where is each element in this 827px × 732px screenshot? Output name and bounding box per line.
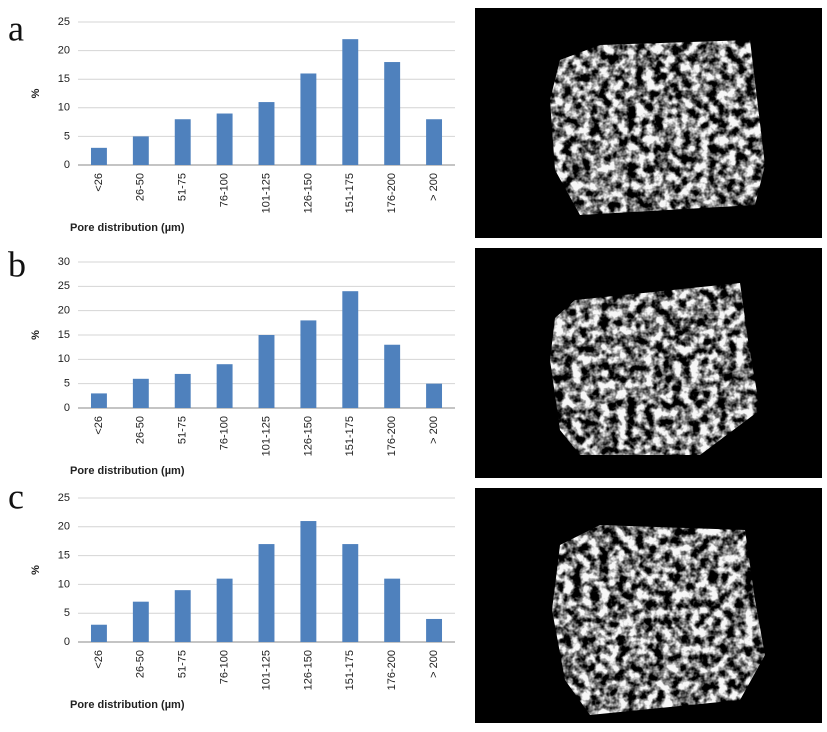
bar — [300, 521, 316, 642]
y-tick-label: 5 — [64, 378, 70, 390]
bar — [300, 320, 316, 408]
bar — [426, 384, 442, 408]
bar — [91, 625, 107, 642]
x-tick-label: 101-125 — [260, 173, 272, 213]
bar — [259, 102, 275, 165]
y-tick-label: 25 — [58, 492, 70, 504]
scaffold-render — [550, 283, 760, 455]
bar — [175, 119, 191, 165]
x-axis-title: Pore distribution (µm) — [70, 222, 185, 234]
y-tick-label: 0 — [64, 636, 70, 648]
bar — [217, 579, 233, 642]
x-tick-label: 101-125 — [260, 416, 272, 456]
y-axis-title: % — [30, 88, 42, 98]
bar — [91, 393, 107, 408]
scaffold-render — [552, 525, 765, 715]
bar — [384, 62, 400, 165]
y-tick-label: 20 — [58, 45, 70, 57]
x-tick-label: <26 — [93, 416, 105, 435]
y-tick-label: 25 — [58, 16, 70, 28]
y-tick-label: 10 — [58, 102, 70, 114]
x-tick-label: > 200 — [428, 416, 440, 444]
bar — [426, 119, 442, 165]
panel-label: c — [8, 476, 24, 516]
y-tick-label: 20 — [58, 305, 70, 317]
y-tick-label: 0 — [64, 402, 70, 414]
bar — [91, 148, 107, 165]
x-axis-title: Pore distribution (µm) — [70, 699, 185, 711]
x-tick-label: 26-50 — [135, 173, 147, 201]
panel-label: b — [8, 244, 26, 284]
x-tick-label: 26-50 — [135, 650, 147, 678]
y-tick-label: 5 — [64, 130, 70, 142]
bar — [217, 364, 233, 408]
y-tick-label: 5 — [64, 607, 70, 619]
y-tick-label: 10 — [58, 578, 70, 590]
x-tick-label: 176-200 — [386, 416, 398, 456]
y-tick-label: 30 — [58, 256, 70, 268]
bar — [342, 291, 358, 408]
x-tick-label: 101-125 — [260, 650, 272, 690]
x-tick-label: > 200 — [428, 650, 440, 678]
x-tick-label: 51-75 — [177, 173, 189, 201]
bar — [342, 39, 358, 165]
x-tick-label: 126-150 — [302, 650, 314, 690]
bar — [259, 544, 275, 642]
x-tick-label: 76-100 — [219, 416, 231, 450]
y-tick-label: 20 — [58, 521, 70, 533]
y-tick-label: 25 — [58, 280, 70, 292]
y-tick-label: 15 — [58, 73, 70, 85]
micro-ct-images — [475, 8, 822, 723]
y-tick-label: 15 — [58, 329, 70, 341]
panel-label: a — [8, 8, 24, 48]
x-tick-label: 26-50 — [135, 416, 147, 444]
y-tick-label: 15 — [58, 550, 70, 562]
bar — [217, 114, 233, 165]
x-tick-label: <26 — [93, 650, 105, 669]
bar — [300, 73, 316, 165]
bar — [133, 379, 149, 408]
figure: a 0 5 10 15 20 25% Pore distribution (µm) <26 26-… — [0, 0, 827, 732]
x-tick-label: 176-200 — [386, 173, 398, 213]
bar — [259, 335, 275, 408]
bar — [342, 544, 358, 642]
x-tick-label: 76-100 — [219, 650, 231, 684]
x-tick-label: 51-75 — [177, 650, 189, 678]
x-tick-label: > 200 — [428, 173, 440, 201]
bar — [175, 590, 191, 642]
x-tick-label: 176-200 — [386, 650, 398, 690]
x-tick-label: 126-150 — [302, 173, 314, 213]
x-tick-label: 51-75 — [177, 416, 189, 444]
bar — [384, 579, 400, 642]
scaffold-render — [550, 40, 765, 215]
bar — [426, 619, 442, 642]
x-tick-label: <26 — [93, 173, 105, 192]
x-tick-label: 151-175 — [344, 650, 356, 690]
y-axis-title: % — [30, 330, 42, 340]
bar — [133, 136, 149, 165]
y-axis-title: % — [30, 565, 42, 575]
x-axis-title: Pore distribution (µm) — [70, 465, 185, 477]
x-tick-label: 151-175 — [344, 173, 356, 213]
x-tick-label: 76-100 — [219, 173, 231, 207]
bar — [133, 602, 149, 642]
x-tick-label: 151-175 — [344, 416, 356, 456]
y-tick-label: 0 — [64, 159, 70, 171]
x-tick-label: 126-150 — [302, 416, 314, 456]
y-tick-label: 10 — [58, 353, 70, 365]
bar — [384, 345, 400, 408]
bar — [175, 374, 191, 408]
